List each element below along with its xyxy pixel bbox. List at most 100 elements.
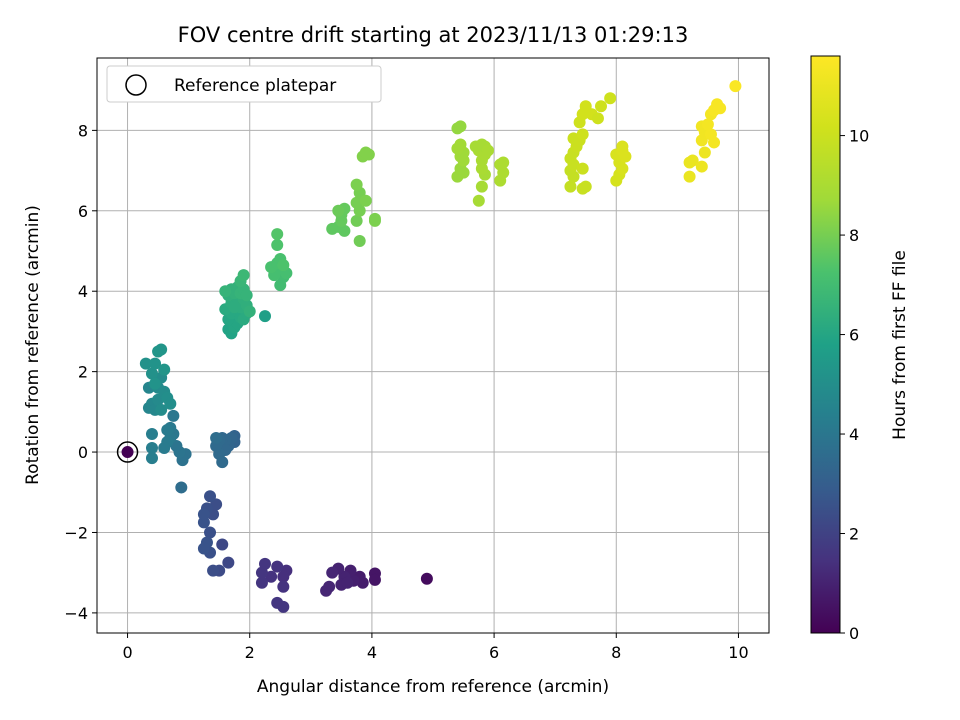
data-point <box>207 564 220 577</box>
colorbar-tick-label: 8 <box>849 226 859 245</box>
data-point <box>210 431 223 444</box>
data-point <box>259 310 271 323</box>
data-point <box>320 584 333 597</box>
data-point <box>341 576 354 589</box>
y-tick-label: −4 <box>64 604 88 623</box>
data-point <box>277 570 290 583</box>
data-point <box>350 214 363 227</box>
data-point <box>326 566 339 579</box>
data-point <box>158 442 171 455</box>
data-point <box>255 566 268 579</box>
chart-title: FOV centre drift starting at 2023/11/13 … <box>178 23 689 47</box>
data-point <box>155 343 168 356</box>
data-point <box>121 446 134 459</box>
data-point <box>164 397 177 410</box>
data-point <box>695 160 708 173</box>
data-point <box>591 112 604 125</box>
data-point <box>708 136 721 149</box>
data-point <box>368 212 381 225</box>
data-point <box>683 170 696 183</box>
data-point <box>472 194 485 207</box>
colorbar-tick-label: 0 <box>849 624 859 643</box>
data-point <box>454 138 467 151</box>
y-tick-label: −2 <box>64 523 88 542</box>
data-point <box>228 301 241 314</box>
data-point <box>683 156 696 169</box>
data-point <box>481 144 494 157</box>
data-point <box>175 481 188 494</box>
x-axis-label: Angular distance from reference (arcmin) <box>257 677 609 697</box>
data-point <box>204 526 217 539</box>
y-axis-label: Rotation from reference (arcmin) <box>23 205 43 485</box>
data-point <box>237 269 250 282</box>
x-tick-label: 0 <box>122 643 132 662</box>
data-point <box>204 490 217 503</box>
data-point <box>619 150 632 163</box>
y-axis-ticks: −4 −2 0 2 4 6 8 <box>64 121 97 623</box>
data-point <box>243 305 256 318</box>
data-point <box>158 363 171 376</box>
colorbar-label: Hours from first FF file <box>890 250 910 440</box>
colorbar-ticks: 0 2 4 6 8 10 <box>840 127 869 643</box>
data-point <box>167 409 180 422</box>
y-tick-label: 2 <box>78 363 88 382</box>
data-point <box>197 508 210 521</box>
data-point <box>595 100 607 113</box>
data-point <box>265 570 278 583</box>
data-point <box>368 573 381 586</box>
data-point <box>576 162 589 175</box>
y-tick-label: 6 <box>78 202 88 221</box>
data-point <box>359 194 372 207</box>
data-point <box>420 572 433 585</box>
x-tick-label: 10 <box>728 643 748 662</box>
legend: Reference platepar <box>106 65 382 103</box>
data-point <box>216 456 229 469</box>
data-point <box>222 556 235 569</box>
data-point <box>714 102 727 115</box>
data-point <box>145 442 158 455</box>
colorbar-tick-label: 6 <box>849 326 859 345</box>
legend-marker-icon <box>125 74 147 96</box>
data-point <box>255 576 268 589</box>
data-point <box>353 234 366 247</box>
y-tick-label: 0 <box>78 443 88 462</box>
y-tick-label: 4 <box>78 282 88 301</box>
data-point <box>475 180 488 193</box>
data-point <box>145 367 158 380</box>
data-point <box>277 580 290 593</box>
data-point <box>271 238 284 251</box>
data-point <box>277 259 290 272</box>
data-point <box>729 80 742 93</box>
data-point <box>576 128 589 141</box>
data-point <box>145 452 158 465</box>
data-point <box>350 196 363 209</box>
colorbar-tick-label: 2 <box>849 525 859 544</box>
colorbar-tick-label: 4 <box>849 425 859 444</box>
data-point <box>271 560 284 573</box>
x-tick-label: 8 <box>611 643 621 662</box>
data-point <box>350 178 363 191</box>
data-point <box>454 120 467 133</box>
legend-box <box>106 65 382 103</box>
x-axis-ticks: 0 2 4 6 8 10 <box>122 633 749 662</box>
data-point <box>579 180 592 193</box>
data-point <box>698 146 711 159</box>
data-point <box>197 542 210 555</box>
colorbar-tick-label: 10 <box>849 127 869 146</box>
colorbar <box>810 55 841 634</box>
data-point <box>155 403 168 416</box>
data-point <box>145 427 158 440</box>
reference-marker <box>116 441 139 463</box>
data-point <box>240 289 253 302</box>
data-point <box>326 222 339 235</box>
data-point <box>701 118 714 131</box>
data-point <box>616 140 629 153</box>
x-tick-label: 6 <box>489 643 499 662</box>
data-point <box>497 156 510 169</box>
data-point <box>219 285 232 298</box>
data-point <box>604 92 617 105</box>
plot-frame <box>96 57 770 634</box>
data-point <box>271 596 284 609</box>
data-point <box>332 204 345 217</box>
